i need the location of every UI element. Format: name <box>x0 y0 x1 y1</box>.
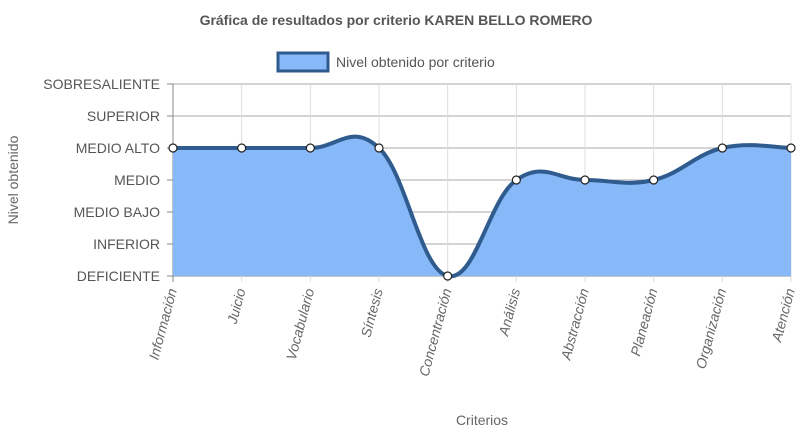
x-axis-ticks: Información Juicio Vocabulario Síntesis Conc… <box>146 286 796 378</box>
series-layer <box>168 134 796 281</box>
x-tick-label: Concentración <box>416 286 455 378</box>
data-point[interactable] <box>443 271 453 281</box>
data-point[interactable] <box>511 175 521 185</box>
x-tick-label: Vocabulario <box>283 286 318 361</box>
data-point[interactable] <box>305 143 315 153</box>
legend[interactable]: Nivel obtenido por criterio <box>276 51 495 73</box>
x-tick-label: Abstracción <box>557 286 592 362</box>
x-tick-label: Juicio <box>224 286 249 326</box>
y-tick-label: SUPERIOR <box>87 108 160 124</box>
y-tick-label: MEDIO ALTO <box>76 140 160 156</box>
data-point[interactable] <box>786 143 796 153</box>
legend-label[interactable]: Nivel obtenido por criterio <box>336 54 495 70</box>
chart-title: Gráfica de resultados por criterio KAREN… <box>200 12 593 28</box>
x-tick-label: Síntesis <box>358 287 386 339</box>
x-tick-label: Análisis <box>495 287 523 339</box>
x-tick-label: Planeación <box>627 286 660 357</box>
data-point[interactable] <box>649 175 659 185</box>
y-tick-label: DEFICIENTE <box>77 268 160 284</box>
series-line <box>173 134 792 279</box>
x-tick-label: Información <box>146 286 180 361</box>
y-axis-ticks: DEFICIENTE INFERIOR MEDIO BAJO MEDIO MEDIO A… <box>43 76 160 284</box>
data-point[interactable] <box>580 175 590 185</box>
series-area <box>173 136 791 277</box>
x-tick-label: Organización <box>692 286 729 370</box>
x-tick-label: Atención <box>768 286 796 344</box>
y-tick-label: MEDIO <box>114 172 160 188</box>
y-tick-label: INFERIOR <box>93 236 160 252</box>
legend-swatch[interactable] <box>276 51 330 73</box>
data-point[interactable] <box>717 143 727 153</box>
y-tick-label: MEDIO BAJO <box>74 204 160 220</box>
y-axis-label: Nivel obtenido <box>5 135 21 224</box>
y-tick-label: SOBRESALIENTE <box>43 76 160 92</box>
data-point[interactable] <box>374 143 384 153</box>
data-point[interactable] <box>168 143 178 153</box>
x-axis-label: Criterios <box>456 412 508 428</box>
data-point[interactable] <box>237 143 247 153</box>
